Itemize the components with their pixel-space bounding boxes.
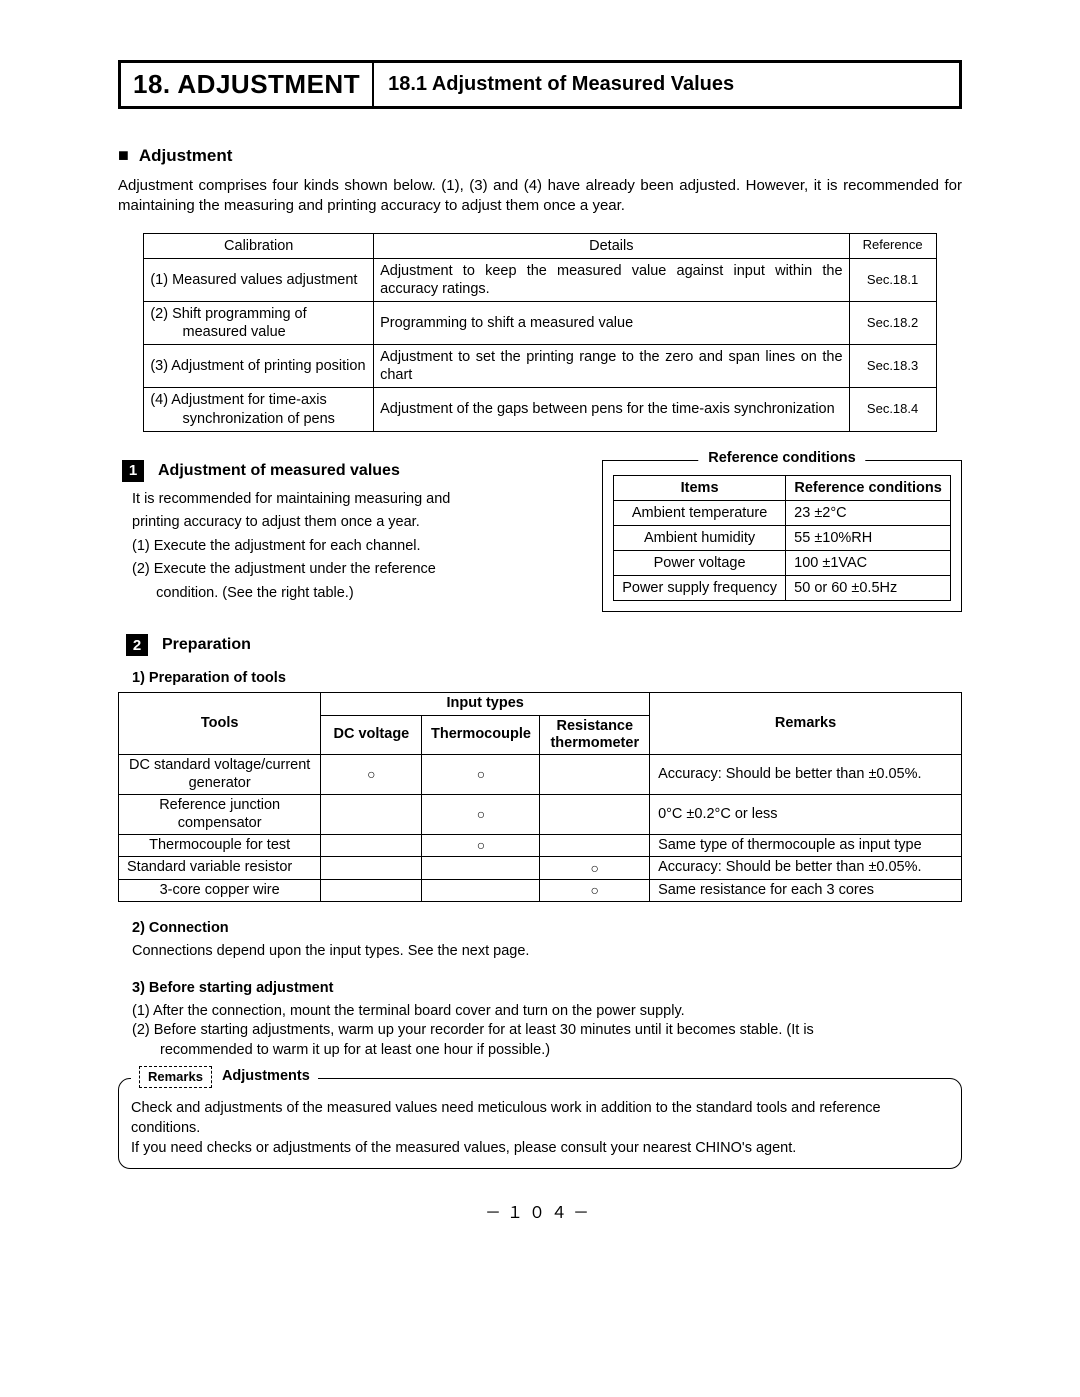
table-row: Thermocouple for test ○ Same type of the…	[119, 834, 962, 856]
section-adjustment-title: Adjustment	[139, 146, 233, 166]
table-row: (3) Adjustment of printing position Adju…	[144, 345, 936, 388]
connection-text: Connections depend upon the input types.…	[132, 942, 962, 962]
reference-conditions-table: Items Reference conditions Ambient tempe…	[613, 475, 951, 602]
remarks-title: Adjustments	[222, 1067, 310, 1087]
remarks-badge: Remarks	[139, 1066, 212, 1088]
table-row: (1) Measured values adjustment Adjustmen…	[144, 258, 936, 301]
reference-conditions-box: Reference conditions Items Reference con…	[602, 460, 962, 613]
table-row: Power voltage100 ±1VAC	[614, 551, 951, 576]
remarks-p1: Check and adjustments of the measured va…	[131, 1099, 949, 1138]
before-list: (1) After the connection, mount the term…	[132, 1002, 962, 1061]
table-row: Reference junction compensator ○ 0°C ±0.…	[119, 795, 962, 835]
table-row: 3-core copper wire ○ Same resistance for…	[119, 879, 962, 901]
remarks-box: Remarks Adjustments Check and adjustment…	[118, 1078, 962, 1169]
num-box-2: 2	[126, 634, 148, 656]
reference-conditions-legend: Reference conditions	[698, 450, 865, 466]
section-1-title: Adjustment of measured values	[158, 462, 400, 480]
table-row: Ambient temperature23 ±2°C	[614, 500, 951, 525]
cal-header-details: Details	[374, 233, 849, 258]
calibration-table: Calibration Details Reference (1) Measur…	[143, 233, 936, 432]
page-number: －１０４－	[118, 1199, 962, 1223]
section-1-left: 1 Adjustment of measured values It is re…	[118, 460, 574, 608]
table-row: Ambient humidity55 ±10%RH	[614, 525, 951, 550]
section-adjustment-heading: ■ Adjustment	[118, 145, 962, 166]
square-bullet-icon: ■	[118, 145, 129, 166]
cal-header-calibration: Calibration	[144, 233, 374, 258]
section-2-heading: 2 Preparation	[122, 634, 962, 656]
table-row: Power supply frequency50 or 60 ±0.5Hz	[614, 576, 951, 601]
table-row: (2) Shift programming of measured value …	[144, 301, 936, 344]
section-1-row: 1 Adjustment of measured values It is re…	[118, 460, 962, 613]
remarks-p2: If you need checks or adjustments of the…	[131, 1139, 949, 1159]
cal-header-reference: Reference	[849, 233, 936, 258]
section-2-title: Preparation	[162, 636, 251, 654]
before-heading: 3) Before starting adjustment	[132, 980, 962, 996]
table-row: Standard variable resistor ○ Accuracy: S…	[119, 857, 962, 879]
adjustment-intro-paragraph: Adjustment comprises four kinds shown be…	[118, 176, 962, 217]
table-row: DC standard voltage/current generator ○ …	[119, 755, 962, 795]
chapter-subtitle: 18.1 Adjustment of Measured Values	[374, 63, 748, 106]
tools-table: Tools Input types Remarks DC voltage The…	[118, 692, 962, 902]
chapter-header: 18. ADJUSTMENT 18.1 Adjustment of Measur…	[118, 60, 962, 109]
connection-heading: 2) Connection	[132, 920, 962, 936]
num-box-1: 1	[122, 460, 144, 482]
table-row: (4) Adjustment for time-axis synchroniza…	[144, 388, 936, 431]
chapter-number-title: 18. ADJUSTMENT	[121, 63, 374, 106]
tools-heading: 1) Preparation of tools	[132, 670, 962, 686]
